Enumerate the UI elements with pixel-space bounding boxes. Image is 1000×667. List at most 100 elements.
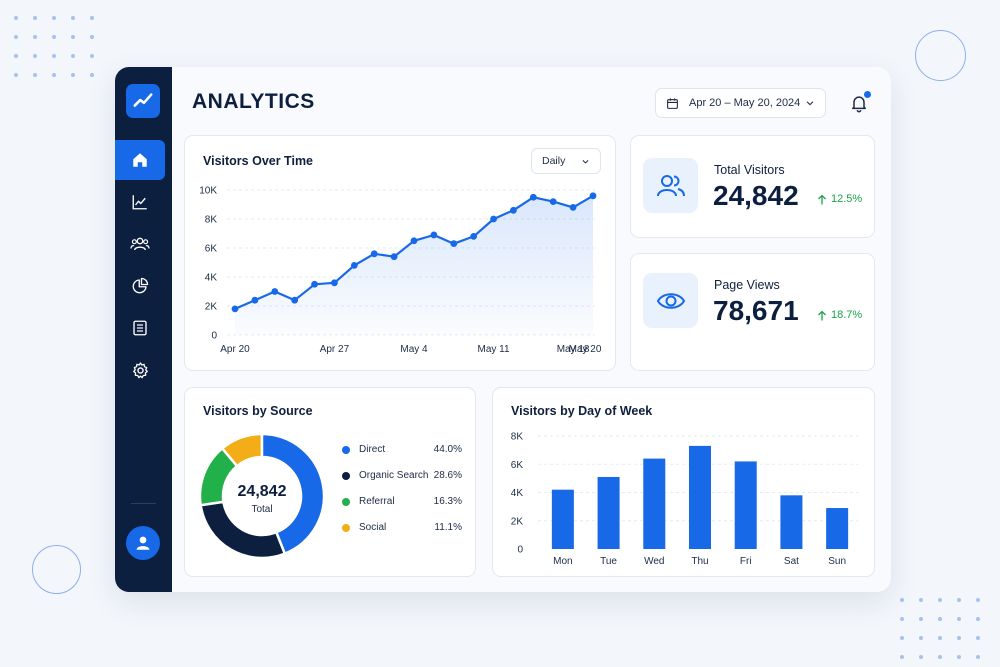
data-point — [529, 193, 537, 201]
data-point — [549, 198, 557, 205]
donut-center-label: Total — [251, 504, 272, 515]
data-point — [490, 215, 497, 223]
decor-dot — [14, 16, 18, 20]
x-tick-label: Fri — [740, 556, 752, 567]
visitors-over-time-title: Visitors Over Time — [203, 154, 314, 168]
sidebar-item-trends[interactable] — [115, 182, 165, 222]
decor-dot — [976, 617, 980, 621]
app-logo[interactable] — [126, 84, 160, 118]
x-tick-label: May 4 — [400, 344, 428, 355]
decor-dot — [919, 655, 923, 659]
donut-center-value: 24,842 — [238, 483, 287, 500]
chevron-down-icon — [806, 101, 814, 106]
sidebar-item-audience[interactable] — [115, 224, 165, 264]
y-tick-label: 2K — [511, 516, 524, 527]
decor-dot — [90, 16, 94, 20]
total-visitors-change-value: 12.5% — [831, 193, 863, 205]
x-tick-label: Sun — [828, 556, 846, 567]
chart-line-icon — [132, 195, 147, 210]
bar-mon — [551, 489, 574, 549]
decor-dot — [33, 35, 37, 39]
legend-value: 11.1% — [434, 522, 462, 533]
y-tick-label: 6K — [205, 244, 218, 255]
user-avatar[interactable] — [126, 526, 160, 560]
decor-dot — [938, 598, 942, 602]
decor-dot — [52, 54, 56, 58]
decor-dot — [52, 73, 56, 77]
x-tick-label: Thu — [691, 556, 708, 567]
bar-sun — [826, 508, 849, 549]
visitors-over-time-card: Visitors Over Time Daily 0 2K 4K 6K 8K 10K Apr… — [184, 135, 616, 371]
total-visitors-icon-box — [643, 158, 698, 213]
pie-chart-icon — [132, 277, 149, 294]
decor-dot — [52, 16, 56, 20]
sidebar — [115, 67, 172, 592]
data-point — [569, 204, 577, 211]
donut-slice-organic-search — [199, 500, 287, 560]
home-icon — [133, 153, 147, 167]
x-tick-label: Wed — [644, 556, 664, 567]
sidebar-divider — [131, 503, 156, 504]
x-tick-label: Apr 20 — [220, 344, 250, 355]
donut-slice-direct — [260, 432, 326, 556]
data-point — [311, 280, 318, 288]
x-tick-label: May 20 — [569, 344, 602, 355]
sidebar-item-settings[interactable] — [115, 350, 165, 390]
data-point — [350, 262, 358, 269]
visitors-by-day-title: Visitors by Day of Week — [511, 404, 653, 418]
arrow-up-icon — [818, 310, 826, 320]
granularity-select[interactable]: Daily — [531, 148, 601, 174]
legend-item: Organic Search 28.6% — [342, 469, 462, 483]
decor-dots-bottom-right — [900, 598, 985, 663]
notification-dot — [864, 91, 871, 98]
decor-dot — [71, 73, 75, 77]
data-point — [510, 206, 517, 214]
legend-item: Social 11.1% — [342, 521, 462, 535]
decor-dot — [900, 598, 904, 602]
y-tick-label: 6K — [511, 460, 524, 471]
donut-slice-referral — [198, 446, 239, 507]
bar-thu — [689, 445, 711, 549]
date-range-picker[interactable]: Apr 20 – May 20, 2024 — [655, 88, 826, 118]
decor-dot — [33, 16, 37, 20]
legend-label: Social — [359, 522, 387, 533]
data-point — [450, 240, 458, 248]
sidebar-item-home[interactable] — [115, 140, 165, 180]
sidebar-item-lists[interactable] — [115, 308, 165, 348]
decor-dot — [900, 617, 904, 621]
y-tick-label: 10K — [199, 186, 217, 197]
decor-dot — [957, 636, 961, 640]
page-title: ANALYTICS — [192, 90, 315, 113]
decor-dot — [71, 16, 75, 20]
data-point — [470, 233, 478, 240]
data-point — [430, 231, 438, 239]
decor-dot — [919, 617, 923, 621]
sidebar-item-reports[interactable] — [115, 266, 165, 306]
page-views-label: Page Views — [714, 278, 780, 292]
decor-dot — [900, 636, 904, 640]
data-point — [251, 296, 259, 304]
series-area — [235, 195, 593, 335]
decor-dot — [957, 655, 961, 659]
x-tick-label: Sat — [784, 556, 799, 567]
page-views-change: 18.7% — [817, 309, 862, 321]
decor-dot — [976, 655, 980, 659]
decor-dot — [33, 73, 37, 77]
decor-dots-top-left — [14, 16, 99, 81]
bell-icon[interactable] — [849, 93, 869, 113]
page-views-icon-box — [643, 273, 698, 328]
decor-ring-bottom-left — [32, 545, 81, 594]
decor-dot — [938, 655, 942, 659]
legend-swatch — [342, 446, 350, 454]
legend-item: Direct 44.0% — [342, 443, 462, 457]
legend-value: 16.3% — [433, 496, 462, 507]
list-icon — [133, 320, 147, 336]
decor-dot — [14, 35, 18, 39]
legend-swatch — [342, 472, 350, 480]
total-visitors-change: 12.5% — [817, 193, 862, 205]
chevron-down-icon — [582, 159, 589, 164]
decor-ring-top-right — [915, 30, 966, 81]
visitors-by-day-bar-chart: 0 2K 4K 6K 8K Mon Tue Wed Thu Fri Sat Sun — [511, 432, 858, 567]
bar-sat — [780, 495, 803, 549]
decor-dot — [957, 617, 961, 621]
